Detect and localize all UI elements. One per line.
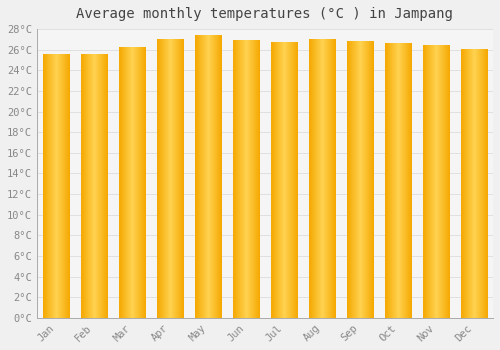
Title: Average monthly temperatures (°C ) in Jampang: Average monthly temperatures (°C ) in Ja… [76, 7, 454, 21]
